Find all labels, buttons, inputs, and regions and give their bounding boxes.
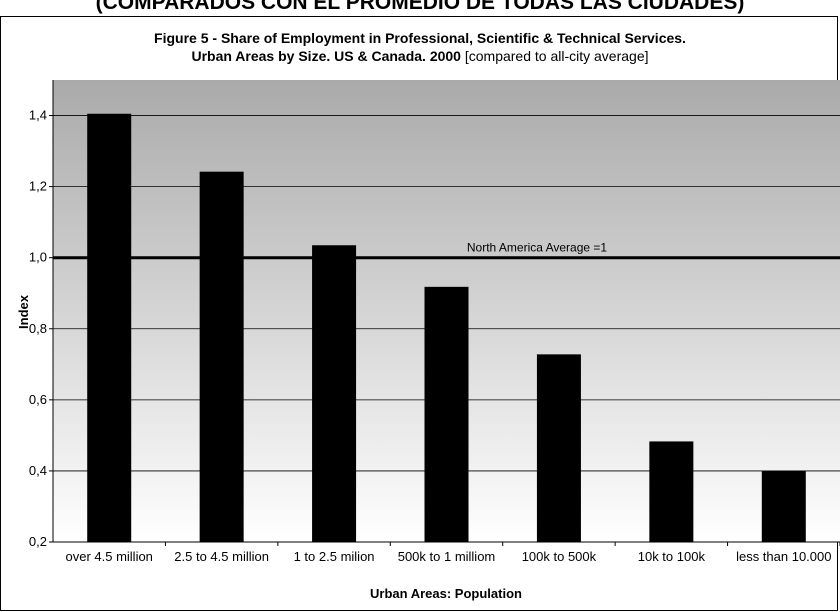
y-tick-label: 1,4: [29, 108, 47, 123]
bar: [649, 441, 694, 542]
bar: [761, 470, 806, 542]
chart-title-bold-part: Urban Areas by Size. US & Canada. 2000: [191, 48, 461, 64]
x-tick-label: over 4.5 million: [65, 549, 152, 564]
y-tick-label: 1,0: [29, 250, 47, 265]
reference-line-group: North America Average =1: [53, 241, 840, 260]
x-axis-label: Urban Areas: Population: [370, 586, 522, 601]
bar: [312, 245, 357, 542]
bars: [87, 113, 806, 543]
bar: [87, 113, 132, 542]
x-tick-label: less than 10.000: [736, 549, 831, 564]
bar: [424, 286, 469, 542]
page-banner: (COMPARADOS CON EL PROMEDIO DE TODAS LAS…: [95, 0, 745, 14]
y-tick-labels: 0,2 0,4 0,6 0,8 1,0 1,2 1,4: [29, 108, 47, 549]
y-tick-label: 0,8: [29, 321, 47, 336]
y-axis-label: Index: [16, 294, 31, 329]
y-tick-label: 0,6: [29, 392, 47, 407]
x-tick-label: 1 to 2.5 milion: [294, 549, 375, 564]
chart-title-line-1: Figure 5 - Share of Employment in Profes…: [154, 30, 686, 46]
average-reference-label: North America Average =1: [467, 241, 608, 255]
x-tick-label: 500k to 1 milliom: [398, 549, 496, 564]
y-tick-label: 1,2: [29, 179, 47, 194]
x-tick-label: 100k to 500k: [522, 549, 597, 564]
x-tick-label: 10k to 100k: [638, 549, 706, 564]
y-tick-label: 0,4: [29, 463, 47, 478]
bar: [536, 354, 581, 542]
y-tick-label: 0,2: [29, 534, 47, 549]
bar: [199, 171, 244, 543]
chart-title-normal-part: [compared to all-city average]: [464, 48, 649, 64]
chart-title-line-2: Urban Areas by Size. US & Canada. 2000 […: [0, 48, 840, 64]
x-tick-label: 2.5 to 4.5 million: [174, 549, 269, 564]
x-tick-labels: over 4.5 million 2.5 to 4.5 million 1 to 2…: [65, 542, 840, 564]
